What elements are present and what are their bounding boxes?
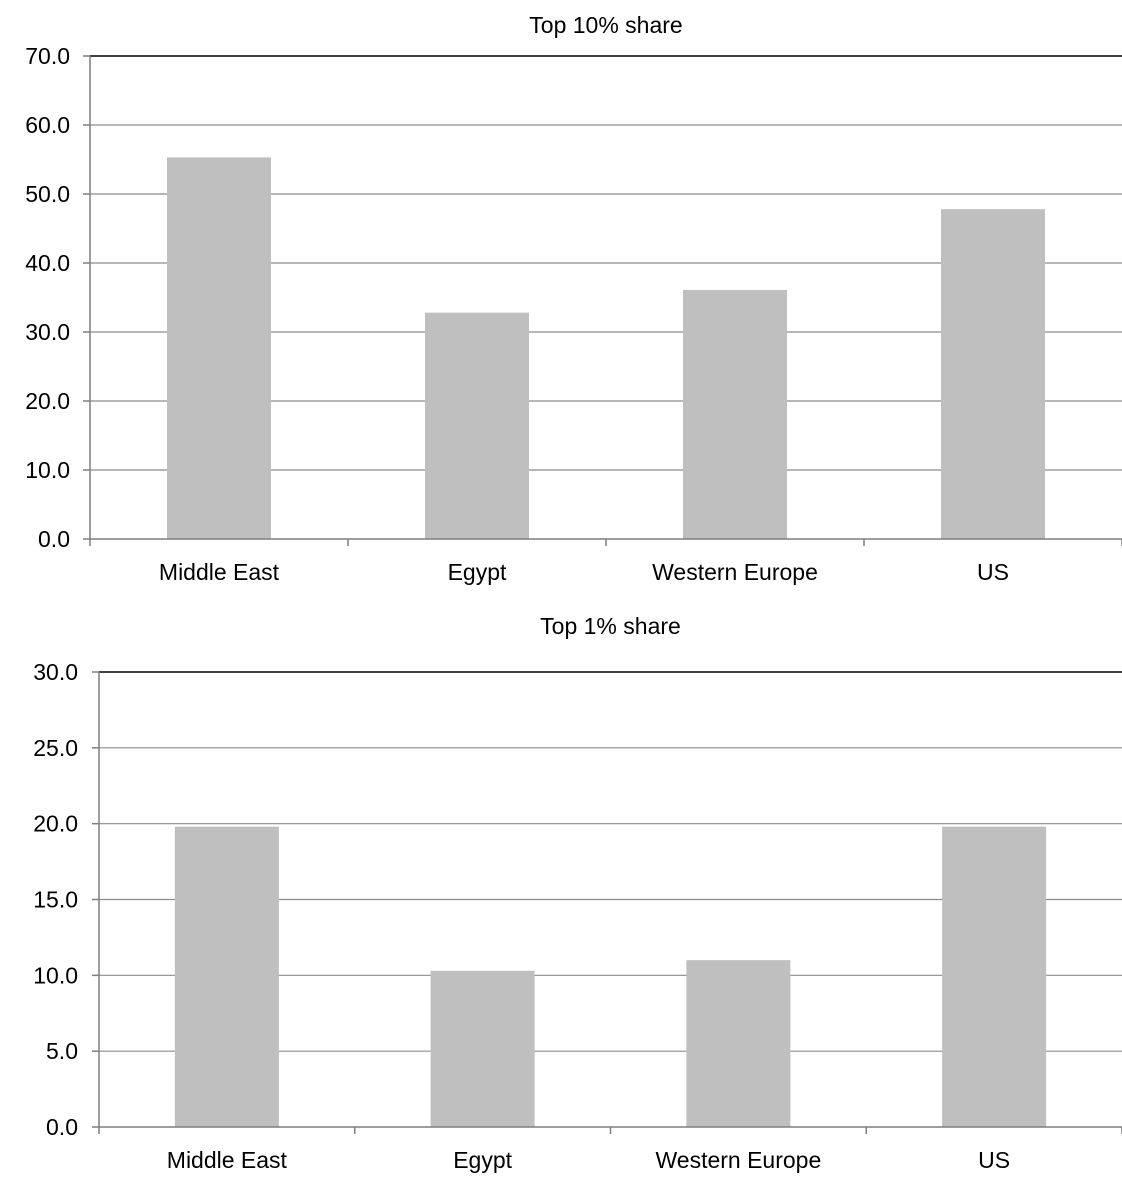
y-tick-label: 50.0 [25,181,70,207]
x-category-label: Egypt [453,1147,512,1173]
top-10-share-chart: Top 10% share 0.0 10.0 20.0 30.0 40.0 50.0 60.… [25,12,1122,585]
bar-egypt [430,970,535,1127]
x-category-label: Middle East [167,1147,288,1173]
x-category-label: Western Europe [655,1147,821,1173]
y-tick-label: 0.0 [38,526,70,552]
bar-western-europe [683,289,787,539]
x-category-label: Egypt [448,559,507,585]
y-tick-label: 40.0 [25,250,70,276]
x-category-label: US [978,1147,1010,1173]
y-tick-label: 15.0 [33,887,78,913]
bar-western-europe [686,960,791,1127]
y-tick-label: 60.0 [25,112,70,138]
y-tick-label: 30.0 [33,659,78,685]
y-tick-label: 0.0 [46,1114,78,1140]
y-tick-label: 10.0 [33,962,78,988]
bar-us [942,826,1047,1127]
bar-middle-east [167,157,271,539]
chart-title: Top 10% share [529,12,682,38]
bar-us [941,209,1045,539]
y-tick-label: 20.0 [33,811,78,837]
y-tick-label: 30.0 [25,319,70,345]
x-category-label: Middle East [159,559,280,585]
x-category-label: US [977,559,1009,585]
y-tick-label: 20.0 [25,388,70,414]
y-tick-label: 5.0 [46,1038,78,1064]
top-1-share-chart: Top 1% share 0.0 5.0 10.0 15.0 20.0 25.0 30.0 M… [33,613,1122,1173]
y-tick-label: 25.0 [33,735,78,761]
x-category-label: Western Europe [652,559,818,585]
bar-middle-east [174,826,279,1127]
bar-egypt [425,312,529,539]
chart-title: Top 1% share [540,613,681,639]
y-tick-label: 70.0 [25,43,70,69]
y-tick-label: 10.0 [25,457,70,483]
